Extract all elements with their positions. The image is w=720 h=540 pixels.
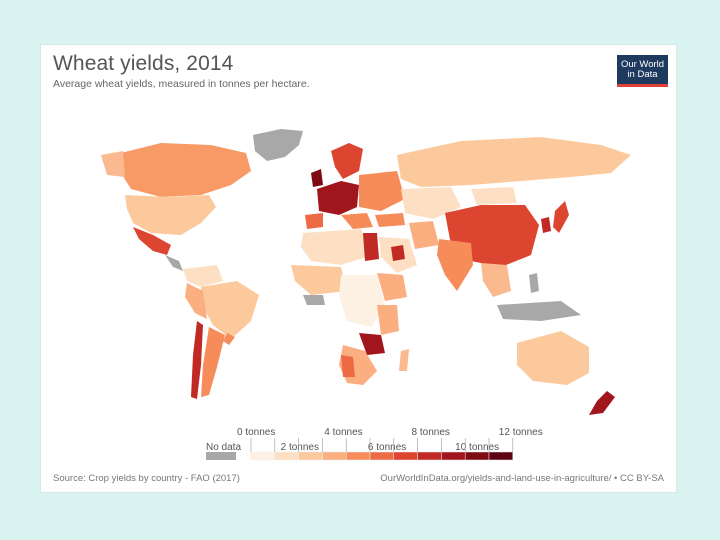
map-legend: 0 tonnes 4 tonnes 8 tonnes 12 tonnes 2 tonn… [206,427,543,461]
region-argentina[interactable] [201,327,225,397]
region-central-america[interactable] [165,255,183,271]
region-zambia-zimbabwe[interactable] [359,333,385,355]
region-west-africa-grey[interactable] [303,295,325,305]
chart-title: Wheat yields, 2014 [53,52,234,75]
legend-bottom-label: 6 tonnes [368,442,406,453]
chart-subtitle: Average wheat yields, measured in tonnes… [53,78,310,90]
legend-swatch-8[interactable] [441,451,466,461]
region-iran[interactable] [409,221,439,249]
logo-line-1: Our World [620,59,665,70]
legend-swatch-7[interactable] [417,451,442,461]
region-canada[interactable] [121,143,251,197]
legend-swatch-5[interactable] [369,451,395,461]
legend-swatch-6[interactable] [393,451,418,461]
region-central-asia[interactable] [401,187,461,219]
owid-logo[interactable]: Our World in Data [617,55,668,87]
legend-swatch-0[interactable] [250,451,276,461]
region-italy-balkans[interactable] [341,213,373,229]
source-note: Source: Crop yields by country - FAO (20… [53,473,240,484]
region-east-africa[interactable] [377,305,399,335]
legend-top-label: 0 tonnes [237,427,275,438]
region-indonesia[interactable] [497,301,581,321]
region-central-africa[interactable] [339,275,385,327]
source-text: Source: Crop yields by country - FAO (20… [53,473,240,484]
region-korea[interactable] [541,217,551,233]
legend-top-label: 8 tonnes [412,427,450,438]
region-new-zealand[interactable] [589,391,615,415]
license-note[interactable]: OurWorldInData.org/yields-and-land-use-i… [380,473,664,484]
region-uruguay[interactable] [223,333,235,345]
legend-swatch-2[interactable] [298,451,323,461]
legend-swatch-1[interactable] [274,451,299,461]
region-turkey[interactable] [375,213,405,227]
region-brazil[interactable] [201,281,259,339]
legend-bottom-label: 10 tonnes [455,442,499,453]
region-colombia-venezuela[interactable] [183,265,223,287]
chart-card: Wheat yields, 2014 Average wheat yields,… [40,44,677,493]
region-western-europe[interactable] [317,181,359,215]
region-west-africa[interactable] [291,265,347,295]
region-eastern-europe[interactable] [359,171,405,211]
logo-line-2: in Data [627,69,658,80]
region-australia[interactable] [517,331,589,385]
region-russia[interactable] [397,137,631,187]
legend-top-label: 12 tonnes [499,427,543,438]
region-scandinavia[interactable] [331,143,363,179]
legend-swatch-no-data[interactable] [206,452,236,460]
region-alaska[interactable] [101,151,125,177]
region-southeast-asia[interactable] [481,263,511,297]
legend-no-data-label: No data [206,442,241,453]
region-mexico[interactable] [133,227,171,255]
region-ethiopia[interactable] [377,273,407,301]
world-map [101,129,631,415]
region-philippines[interactable] [529,273,539,293]
region-namibia[interactable] [341,355,355,377]
legend-swatch-3[interactable] [322,451,347,461]
legend-swatch-4[interactable] [345,451,371,461]
region-usa[interactable] [125,195,216,235]
region-mongolia[interactable] [471,187,517,205]
legend-bottom-label: 2 tonnes [281,442,319,453]
region-greenland[interactable] [253,129,303,161]
legend-swatch-10[interactable] [488,451,514,461]
region-peru-bolivia[interactable] [185,283,207,319]
region-south-asia[interactable] [437,239,473,291]
legend-top-label: 4 tonnes [324,427,362,438]
license-text[interactable]: OurWorldInData.org/yields-and-land-use-i… [380,473,664,484]
region-chile[interactable] [191,321,203,399]
region-spain[interactable] [305,213,323,229]
region-saudi-centre[interactable] [391,245,405,261]
region-egypt[interactable] [363,233,379,261]
region-japan[interactable] [553,201,569,233]
region-uk-ireland[interactable] [311,169,323,187]
region-north-africa[interactable] [301,229,373,265]
legend-swatch-9[interactable] [464,451,490,461]
region-madagascar[interactable] [399,349,409,371]
